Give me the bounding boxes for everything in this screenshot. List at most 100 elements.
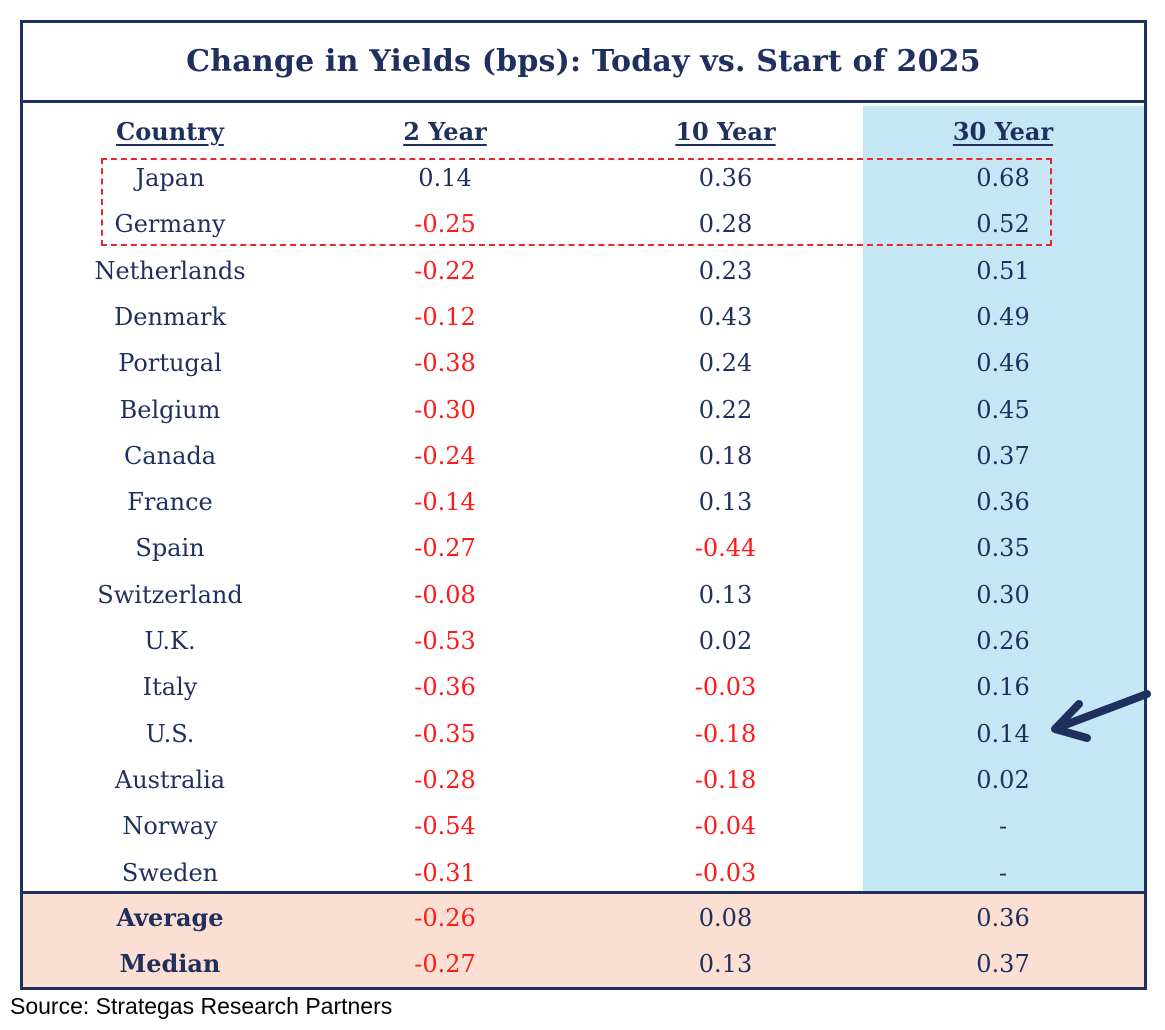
table-row: Switzerland -0.08 0.13 0.30 — [23, 572, 1144, 618]
yield-2y-cell: -0.35 — [414, 719, 476, 748]
yield-2y-cell: -0.54 — [414, 812, 476, 841]
yield-2y-cell: -0.31 — [414, 858, 476, 887]
country-cell: Germany — [114, 210, 226, 239]
country-cell: Japan — [135, 164, 205, 192]
arrow-icon — [1035, 682, 1160, 762]
yield-table: Change in Yields (bps): Today vs. Start … — [20, 20, 1147, 990]
yield-10y-cell: 0.23 — [698, 256, 753, 285]
table-row: Australia -0.28 -0.18 0.02 — [23, 757, 1144, 803]
country-cell: Norway — [122, 812, 218, 841]
yield-10y-cell: 0.13 — [698, 580, 753, 609]
summary-row: Average -0.26 0.08 0.36 — [23, 895, 1144, 941]
country-cell: Portugal — [118, 349, 222, 378]
header-30-year: 30 Year — [952, 117, 1054, 146]
summary-row: Median -0.27 0.13 0.37 — [23, 941, 1144, 987]
summary-label: Average — [116, 903, 224, 932]
yield-30y-cell: 0.30 — [976, 580, 1030, 609]
table-row: France -0.14 0.13 0.36 — [23, 479, 1144, 525]
table-row: Germany -0.25 0.28 0.52 — [23, 201, 1144, 247]
yield-10y-cell: -0.03 — [694, 858, 757, 887]
header-country: Country — [116, 117, 224, 146]
yield-30y-cell: 0.45 — [976, 395, 1030, 424]
yield-10y-cell: -0.18 — [694, 765, 757, 794]
country-cell: Canada — [123, 441, 217, 470]
header-2-year: 2 Year — [403, 117, 487, 146]
yield-30y-cell: - — [998, 858, 1008, 887]
country-cell: Belgium — [119, 395, 221, 424]
yield-30y-cell: 0.14 — [976, 719, 1030, 748]
table-row: Canada -0.24 0.18 0.37 — [23, 433, 1144, 479]
country-cell: Spain — [135, 534, 205, 563]
yield-30y-cell: 0.49 — [976, 302, 1030, 331]
table-row: Portugal -0.38 0.24 0.46 — [23, 340, 1144, 386]
header-10-year: 10 Year — [675, 117, 776, 146]
yield-2y-cell: -0.30 — [414, 395, 476, 424]
summary-2y-cell: -0.26 — [414, 904, 476, 932]
country-cell: Sweden — [121, 858, 219, 887]
yield-10y-cell: 0.28 — [698, 210, 753, 239]
yield-10y-cell: 0.02 — [698, 627, 753, 655]
yield-2y-cell: -0.08 — [414, 580, 476, 609]
table-row: Norway -0.54 -0.04 - — [23, 803, 1144, 849]
highlight-box-japan-germany — [101, 158, 1052, 246]
yield-2y-cell: -0.28 — [414, 765, 476, 794]
table-row: Sweden -0.31 -0.03 - — [23, 850, 1144, 896]
yield-10y-cell: -0.03 — [694, 673, 757, 702]
yield-2y-cell: -0.12 — [414, 302, 476, 331]
yield-30y-cell: 0.46 — [976, 349, 1030, 378]
table-row: Spain -0.27 -0.44 0.35 — [23, 525, 1144, 571]
yield-30y-cell: 0.26 — [976, 627, 1030, 655]
yield-30y-cell: 0.36 — [976, 488, 1030, 517]
source-note: Source: Strategas Research Partners — [10, 993, 393, 1019]
yield-2y-cell: -0.24 — [414, 441, 476, 470]
country-cell: Switzerland — [97, 580, 243, 609]
table-row: Belgium -0.30 0.22 0.45 — [23, 387, 1144, 433]
table-row: Japan 0.14 0.36 0.68 — [23, 155, 1144, 201]
table-title: Change in Yields (bps): Today vs. Start … — [23, 23, 1144, 103]
yield-10y-cell: 0.36 — [698, 164, 753, 192]
yield-30y-cell: 0.52 — [976, 210, 1030, 239]
yield-2y-cell: -0.27 — [414, 534, 476, 563]
country-cell: Netherlands — [94, 256, 246, 285]
yield-10y-cell: -0.18 — [694, 719, 757, 748]
yield-2y-cell: -0.38 — [414, 349, 476, 378]
summary-10y-cell: 0.08 — [698, 904, 753, 932]
summary-band — [23, 891, 1144, 987]
yield-30y-cell: 0.02 — [976, 765, 1030, 794]
table-row: Netherlands -0.22 0.23 0.51 — [23, 248, 1144, 294]
country-cell: Italy — [142, 673, 198, 702]
yield-30y-cell: - — [998, 812, 1008, 841]
yield-30y-cell: 0.68 — [976, 164, 1030, 192]
yield-2y-cell: -0.36 — [414, 673, 476, 702]
country-cell: Denmark — [114, 302, 226, 331]
yield-10y-cell: 0.18 — [698, 441, 753, 470]
table-row: Denmark -0.12 0.43 0.49 — [23, 294, 1144, 340]
country-cell: U.K. — [144, 627, 196, 655]
30-year-column-highlight — [863, 106, 1144, 891]
yield-30y-cell: 0.35 — [976, 534, 1030, 563]
summary-30y-cell: 0.36 — [976, 904, 1030, 932]
summary-10y-cell: 0.13 — [698, 950, 753, 979]
country-cell: France — [127, 488, 213, 517]
yield-2y-cell: -0.53 — [414, 627, 476, 655]
yield-2y-cell: 0.14 — [418, 164, 472, 192]
summary-30y-cell: 0.37 — [976, 950, 1030, 979]
yield-10y-cell: -0.04 — [694, 812, 757, 841]
summary-2y-cell: -0.27 — [414, 950, 476, 979]
yield-2y-cell: -0.22 — [414, 256, 476, 285]
table-row: U.S. -0.35 -0.18 0.14 — [23, 711, 1144, 757]
header-row: Country 2 Year 10 Year 30 Year — [23, 109, 1144, 155]
table-row: U.K. -0.53 0.02 0.26 — [23, 618, 1144, 664]
yield-30y-cell: 0.16 — [976, 673, 1030, 702]
yield-2y-cell: -0.14 — [414, 488, 476, 517]
yield-10y-cell: 0.24 — [698, 349, 753, 378]
country-cell: U.S. — [145, 719, 195, 748]
yield-10y-cell: 0.22 — [698, 395, 753, 424]
yield-10y-cell: 0.43 — [698, 302, 753, 331]
yield-2y-cell: -0.25 — [414, 210, 476, 239]
yield-10y-cell: -0.44 — [694, 534, 757, 563]
yield-30y-cell: 0.51 — [976, 256, 1030, 285]
yield-30y-cell: 0.37 — [976, 441, 1030, 470]
table-row: Italy -0.36 -0.03 0.16 — [23, 664, 1144, 710]
country-cell: Australia — [114, 765, 226, 794]
